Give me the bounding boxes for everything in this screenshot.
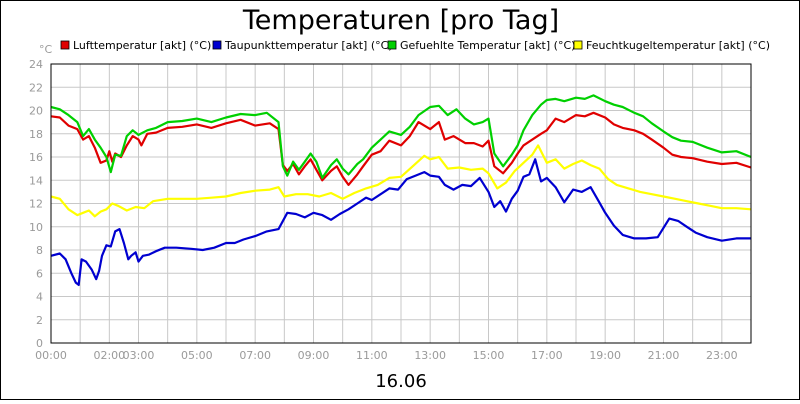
x-tick-label: 23:00 <box>706 349 738 362</box>
legend-label-3: Gefuehlte Temperatur [akt] (°C) <box>400 39 575 52</box>
y-tick-label: 12 <box>29 198 43 211</box>
y-tick-label: 20 <box>29 105 43 118</box>
series-line-4 <box>50 144 752 218</box>
x-tick-label: 13:00 <box>414 349 446 362</box>
y-tick-label: 24 <box>29 58 43 71</box>
x-tick-label: 02:00 <box>93 349 125 362</box>
x-tick-label: 00:00 <box>35 349 67 362</box>
legend-swatch-4 <box>573 40 583 50</box>
series-line-3 <box>50 94 752 179</box>
y-tick-label: 16 <box>29 151 43 164</box>
legend-label-4: Feuchtkugeltemperatur [akt] (°C) <box>586 39 770 52</box>
x-tick-label: 07:00 <box>239 349 271 362</box>
x-tick-label: 05:00 <box>181 349 213 362</box>
x-axis-label-date: 16.06 <box>375 371 427 392</box>
y-tick-label: 2 <box>36 314 43 327</box>
legend-swatch-3 <box>387 40 397 50</box>
x-tick-label: 03:00 <box>123 349 155 362</box>
y-tick-label: 10 <box>29 221 43 234</box>
y-tick-label: 6 <box>36 267 43 280</box>
y-tick-label: 22 <box>29 81 43 94</box>
chart-title: Temperaturen [pro Tag] <box>242 5 559 36</box>
x-tick-label: 21:00 <box>648 349 680 362</box>
y-tick-label: 18 <box>29 128 43 141</box>
legend-swatch-1 <box>60 40 70 50</box>
series-line-1 <box>50 111 752 186</box>
legend-swatch-2 <box>212 40 222 50</box>
x-tick-label: 17:00 <box>531 349 563 362</box>
x-tick-label: 11:00 <box>356 349 388 362</box>
x-tick-label: 09:00 <box>298 349 330 362</box>
y-tick-label: 4 <box>36 291 43 304</box>
y-tick-label: 8 <box>36 244 43 257</box>
legend-label-2: Taupunkttemperatur [akt] (°C) <box>224 39 393 52</box>
x-tick-label: 15:00 <box>473 349 505 362</box>
y-tick-label: 0 <box>36 337 43 350</box>
series-line-2 <box>50 158 751 286</box>
plot-border <box>50 63 752 344</box>
legend: Lufttemperatur [akt] (°C) Taupunkttempera… <box>60 39 770 52</box>
x-tick-label: 19:00 <box>589 349 621 362</box>
y-tick-label: 14 <box>29 174 43 187</box>
legend-label-1: Lufttemperatur [akt] (°C) <box>73 39 211 52</box>
y-axis-unit: °C <box>39 43 53 56</box>
series-lines <box>50 94 752 286</box>
